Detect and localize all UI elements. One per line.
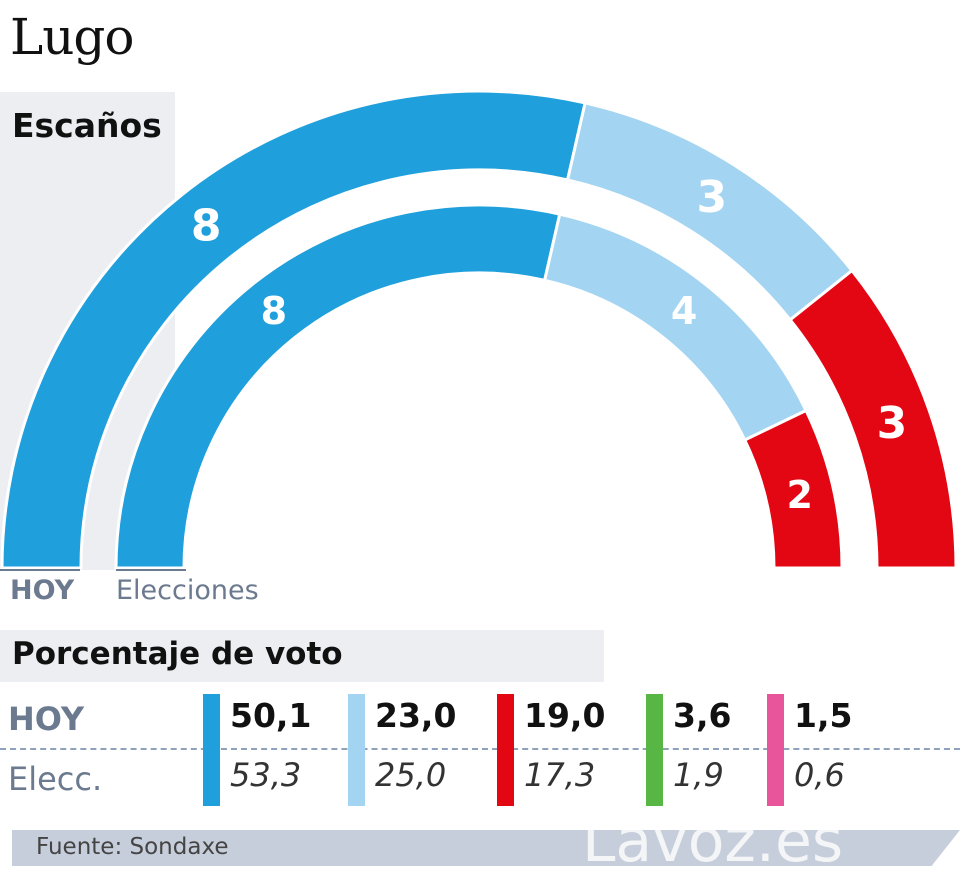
party-color-bar-1: [203, 694, 220, 806]
seat-segment-inner-3: [742, 408, 844, 570]
outer-ring-label: HOY: [10, 575, 75, 606]
vote-now-1: 50,1: [230, 696, 312, 735]
party-color-bar-3: [497, 694, 514, 806]
row-label-now: HOY: [8, 700, 85, 738]
seats-semicircle-chart: 8 3 3 8 4 2: [0, 89, 958, 571]
party-color-bar-4: [646, 694, 663, 806]
vote-prev-2: 25,0: [375, 756, 447, 794]
seats-heading: Escaños: [12, 106, 162, 145]
seat-value-outer-2: 3: [696, 172, 727, 223]
footer-band: [12, 830, 960, 866]
watermark-logo: Lavoz.es: [582, 806, 844, 876]
vote-now-3: 19,0: [524, 696, 606, 735]
party-color-bar-2: [348, 694, 365, 806]
seat-segment-outer-1: [0, 89, 587, 570]
inner-ring-label: Elecciones: [116, 575, 259, 606]
vote-now-4: 3,6: [673, 696, 732, 735]
votes-heading: Porcentaje de voto: [12, 636, 343, 672]
vote-prev-1: 53,3: [230, 756, 302, 794]
source-note: Fuente: Sondaxe: [36, 834, 229, 860]
votes-panel: [0, 630, 604, 682]
row-divider: [0, 748, 960, 750]
vote-now-2: 23,0: [375, 696, 457, 735]
vote-now-5: 1,5: [794, 696, 853, 735]
party-color-bar-5: [767, 694, 784, 806]
vote-prev-3: 17,3: [524, 756, 596, 794]
seat-value-outer-3: 3: [877, 398, 908, 449]
seat-segment-outer-3: [788, 268, 958, 570]
seat-value-inner-1: 8: [261, 289, 287, 333]
seat-value-outer-1: 8: [191, 200, 222, 251]
vote-prev-4: 1,9: [673, 756, 724, 794]
page-title: Lugo: [10, 8, 135, 66]
seat-value-inner-2: 4: [671, 289, 697, 333]
seat-value-inner-3: 2: [787, 473, 813, 517]
row-label-prev: Elecc.: [8, 760, 103, 798]
vote-prev-5: 0,6: [794, 756, 845, 794]
